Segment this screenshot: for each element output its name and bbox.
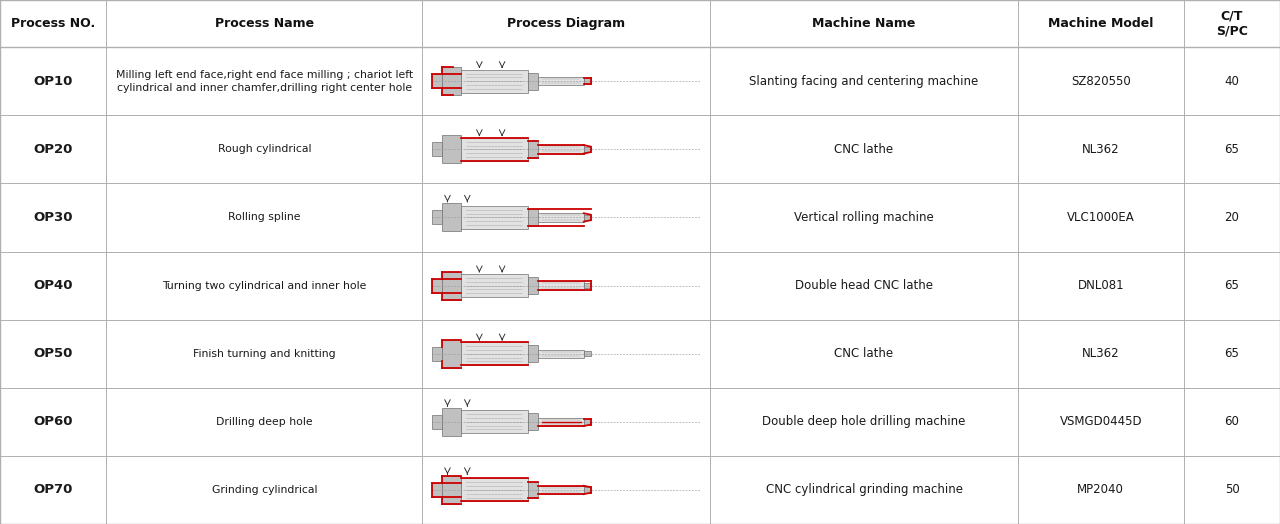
Bar bbox=[0, 47, 1280, 115]
Text: CNC cylindrical grinding machine: CNC cylindrical grinding machine bbox=[765, 484, 963, 496]
Bar bbox=[0, 388, 1280, 456]
Bar bbox=[442, 135, 461, 163]
Text: Machine Name: Machine Name bbox=[813, 17, 915, 30]
Text: VLC1000EA: VLC1000EA bbox=[1068, 211, 1134, 224]
Text: OP70: OP70 bbox=[33, 484, 73, 496]
Bar bbox=[584, 79, 590, 84]
Text: Turning two cylindrical and inner hole: Turning two cylindrical and inner hole bbox=[163, 280, 366, 291]
Text: 20: 20 bbox=[1225, 211, 1239, 224]
Text: Rolling spline: Rolling spline bbox=[228, 212, 301, 223]
Text: OP20: OP20 bbox=[33, 143, 73, 156]
Bar bbox=[433, 415, 442, 429]
Bar bbox=[442, 271, 461, 300]
Text: Milling left end face,right end face milling ; chariot left
cylindrical and inne: Milling left end face,right end face mil… bbox=[115, 70, 413, 93]
Bar bbox=[584, 419, 590, 424]
Bar bbox=[442, 67, 461, 95]
Bar bbox=[539, 350, 584, 358]
Bar bbox=[584, 351, 590, 356]
Bar bbox=[539, 418, 584, 426]
Text: OP40: OP40 bbox=[33, 279, 73, 292]
Bar bbox=[461, 138, 527, 161]
Bar bbox=[461, 206, 527, 229]
Bar bbox=[442, 340, 461, 368]
Text: Process NO.: Process NO. bbox=[12, 17, 95, 30]
Text: Drilling deep hole: Drilling deep hole bbox=[216, 417, 312, 427]
Bar bbox=[527, 277, 539, 294]
Bar bbox=[527, 73, 539, 90]
Bar bbox=[461, 70, 527, 93]
Bar bbox=[539, 77, 584, 85]
Bar bbox=[442, 408, 461, 436]
Text: 65: 65 bbox=[1225, 347, 1239, 360]
Bar bbox=[433, 483, 442, 497]
Text: Slanting facing and centering machine: Slanting facing and centering machine bbox=[749, 75, 979, 88]
Bar bbox=[527, 345, 539, 362]
Bar bbox=[461, 410, 527, 433]
Bar bbox=[461, 274, 527, 297]
Text: C/T
S/PC: C/T S/PC bbox=[1216, 9, 1248, 38]
Text: CNC lathe: CNC lathe bbox=[835, 143, 893, 156]
Bar bbox=[527, 209, 539, 226]
Text: SZ820550: SZ820550 bbox=[1071, 75, 1130, 88]
Text: Rough cylindrical: Rough cylindrical bbox=[218, 144, 311, 155]
Text: Process Diagram: Process Diagram bbox=[507, 17, 626, 30]
Bar bbox=[0, 456, 1280, 524]
Bar bbox=[433, 143, 442, 156]
Bar bbox=[442, 476, 461, 504]
Bar bbox=[433, 74, 442, 88]
Bar bbox=[539, 281, 584, 290]
Text: OP50: OP50 bbox=[33, 347, 73, 360]
Text: Double deep hole drilling machine: Double deep hole drilling machine bbox=[763, 416, 965, 428]
Text: Process Name: Process Name bbox=[215, 17, 314, 30]
Bar bbox=[584, 487, 590, 493]
Text: Machine Model: Machine Model bbox=[1048, 17, 1153, 30]
Bar bbox=[461, 478, 527, 501]
Bar bbox=[584, 283, 590, 288]
Text: OP30: OP30 bbox=[33, 211, 73, 224]
Bar bbox=[527, 141, 539, 158]
Bar bbox=[433, 279, 442, 292]
Bar bbox=[539, 145, 584, 154]
Text: 60: 60 bbox=[1225, 416, 1239, 428]
Bar bbox=[539, 486, 584, 494]
Bar bbox=[0, 115, 1280, 183]
Text: DNL081: DNL081 bbox=[1078, 279, 1124, 292]
Text: NL362: NL362 bbox=[1082, 143, 1120, 156]
Text: 50: 50 bbox=[1225, 484, 1239, 496]
Text: 40: 40 bbox=[1225, 75, 1239, 88]
Text: Finish turning and knitting: Finish turning and knitting bbox=[193, 348, 335, 359]
Bar bbox=[527, 482, 539, 498]
Bar bbox=[433, 347, 442, 361]
Bar bbox=[442, 203, 461, 232]
Bar bbox=[0, 183, 1280, 252]
Bar bbox=[461, 342, 527, 365]
Text: Double head CNC lathe: Double head CNC lathe bbox=[795, 279, 933, 292]
Bar bbox=[584, 215, 590, 220]
Bar bbox=[433, 211, 442, 224]
Bar bbox=[539, 213, 584, 222]
Bar bbox=[584, 147, 590, 152]
Text: MP2040: MP2040 bbox=[1078, 484, 1124, 496]
Text: OP10: OP10 bbox=[33, 75, 73, 88]
Text: OP60: OP60 bbox=[33, 416, 73, 428]
Bar bbox=[0, 252, 1280, 320]
Text: Grinding cylindrical: Grinding cylindrical bbox=[211, 485, 317, 495]
Text: 65: 65 bbox=[1225, 279, 1239, 292]
Text: VSMGD0445D: VSMGD0445D bbox=[1060, 416, 1142, 428]
Text: CNC lathe: CNC lathe bbox=[835, 347, 893, 360]
Text: NL362: NL362 bbox=[1082, 347, 1120, 360]
Bar bbox=[527, 413, 539, 430]
Text: 65: 65 bbox=[1225, 143, 1239, 156]
Bar bbox=[0, 320, 1280, 388]
Text: Vertical rolling machine: Vertical rolling machine bbox=[794, 211, 934, 224]
